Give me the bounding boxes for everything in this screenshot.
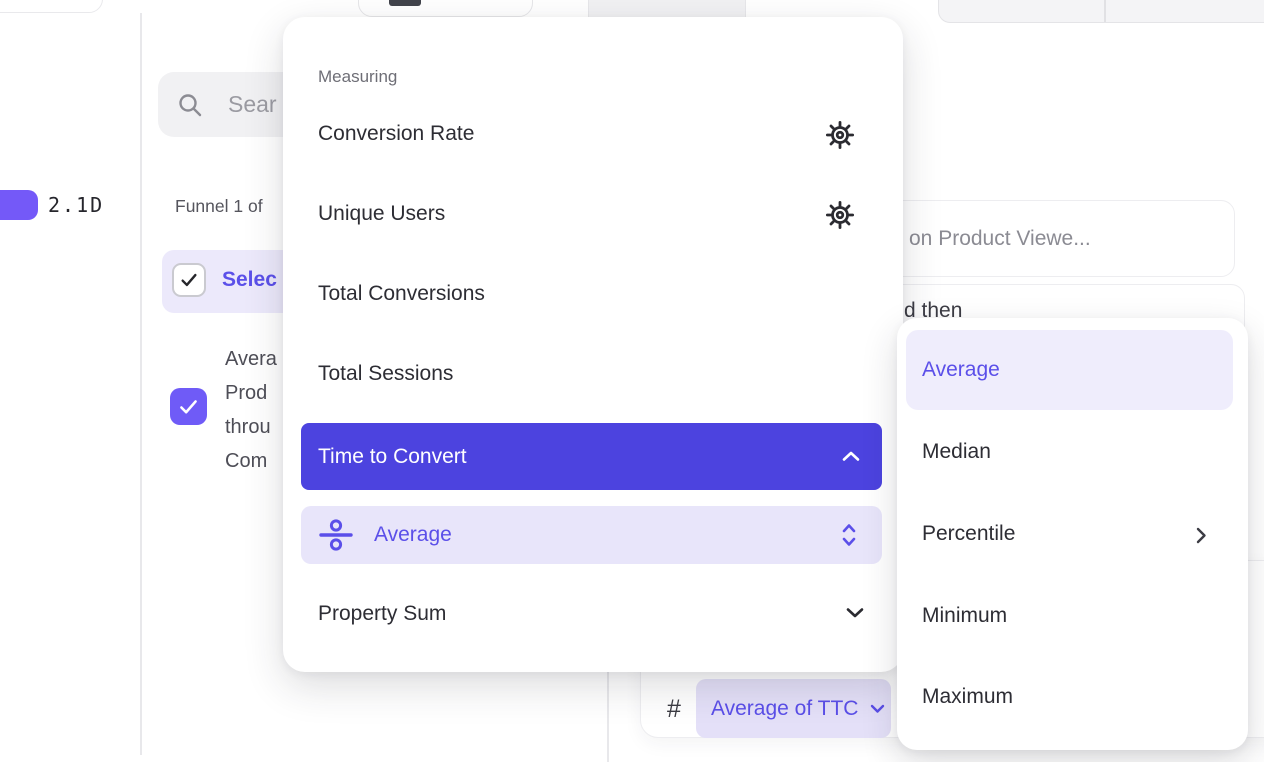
chevron-down-icon[interactable] bbox=[846, 607, 864, 618]
hash-symbol: # bbox=[667, 695, 681, 723]
sort-icon bbox=[842, 524, 856, 546]
menu-item-unique-users[interactable]: Unique Users bbox=[318, 202, 446, 225]
aggregation-menu: Average Median Percentile Minimum Maximu… bbox=[897, 318, 1248, 750]
search-placeholder: Sear bbox=[228, 91, 277, 117]
menu-item-property-sum[interactable]: Property Sum bbox=[318, 602, 447, 625]
step-line: Prod bbox=[225, 382, 268, 404]
menu-item-conversion-rate[interactable]: Conversion Rate bbox=[318, 122, 475, 145]
select-row-label: Selec bbox=[222, 268, 277, 291]
chevron-up-icon bbox=[842, 451, 860, 461]
segment-divider bbox=[1104, 0, 1106, 22]
metric-dropdown-value: Average of TTC bbox=[711, 696, 859, 720]
measuring-menu: Measuring Conversion Rate Unique Users T… bbox=[283, 17, 903, 672]
chevron-down-icon bbox=[871, 704, 885, 713]
menu-item-time-to-convert[interactable]: Time to Convert bbox=[301, 423, 882, 490]
agg-item-maximum[interactable]: Maximum bbox=[922, 685, 1014, 708]
step-line: Com bbox=[225, 450, 268, 472]
step-line: Avera bbox=[225, 348, 277, 370]
check-icon bbox=[180, 400, 197, 414]
menu-item-total-sessions[interactable]: Total Sessions bbox=[318, 362, 454, 385]
select-checkbox[interactable] bbox=[172, 263, 206, 297]
search-icon bbox=[179, 93, 202, 116]
step-line: throu bbox=[225, 416, 271, 438]
check-icon bbox=[181, 273, 197, 287]
menu-item-total-conversions[interactable]: Total Conversions bbox=[318, 282, 485, 305]
gear-icon[interactable] bbox=[825, 200, 855, 230]
menu-item-label: Time to Convert bbox=[318, 444, 467, 468]
step-badge-label: 2.1D bbox=[48, 193, 105, 217]
metric-dropdown[interactable]: Average of TTC bbox=[696, 679, 891, 738]
toolbar-icon-fragment bbox=[389, 0, 421, 6]
toolbar-button-fragment[interactable] bbox=[358, 0, 533, 17]
step-checkbox[interactable] bbox=[170, 388, 207, 425]
aggregation-selector-row[interactable]: Average bbox=[301, 506, 882, 564]
aggregation-selected-label: Average bbox=[374, 523, 452, 546]
event-step-label: on Product Viewe... bbox=[909, 226, 1091, 250]
funnel-counter-label: Funnel 1 of bbox=[175, 196, 263, 216]
measuring-menu-header: Measuring bbox=[318, 67, 398, 86]
gear-icon[interactable] bbox=[825, 120, 855, 150]
agg-item-percentile[interactable]: Percentile bbox=[922, 522, 1016, 545]
step-badge[interactable] bbox=[0, 190, 38, 220]
then-label: d then bbox=[904, 299, 963, 322]
column-divider-left bbox=[140, 13, 142, 755]
toolbar-segment-fragment[interactable] bbox=[588, 0, 746, 18]
divide-icon bbox=[319, 519, 353, 551]
agg-item-average[interactable]: Average bbox=[906, 330, 1233, 410]
funnel-step-description: Avera Prod throu Com bbox=[225, 342, 295, 478]
agg-item-median[interactable]: Median bbox=[922, 440, 991, 463]
toolbar-right-segments-fragment[interactable] bbox=[938, 0, 1264, 23]
agg-item-minimum[interactable]: Minimum bbox=[922, 604, 1008, 627]
agg-item-label: Average bbox=[922, 358, 1000, 381]
topleft-card-fragment bbox=[0, 0, 103, 13]
chevron-right-icon bbox=[1196, 527, 1206, 544]
